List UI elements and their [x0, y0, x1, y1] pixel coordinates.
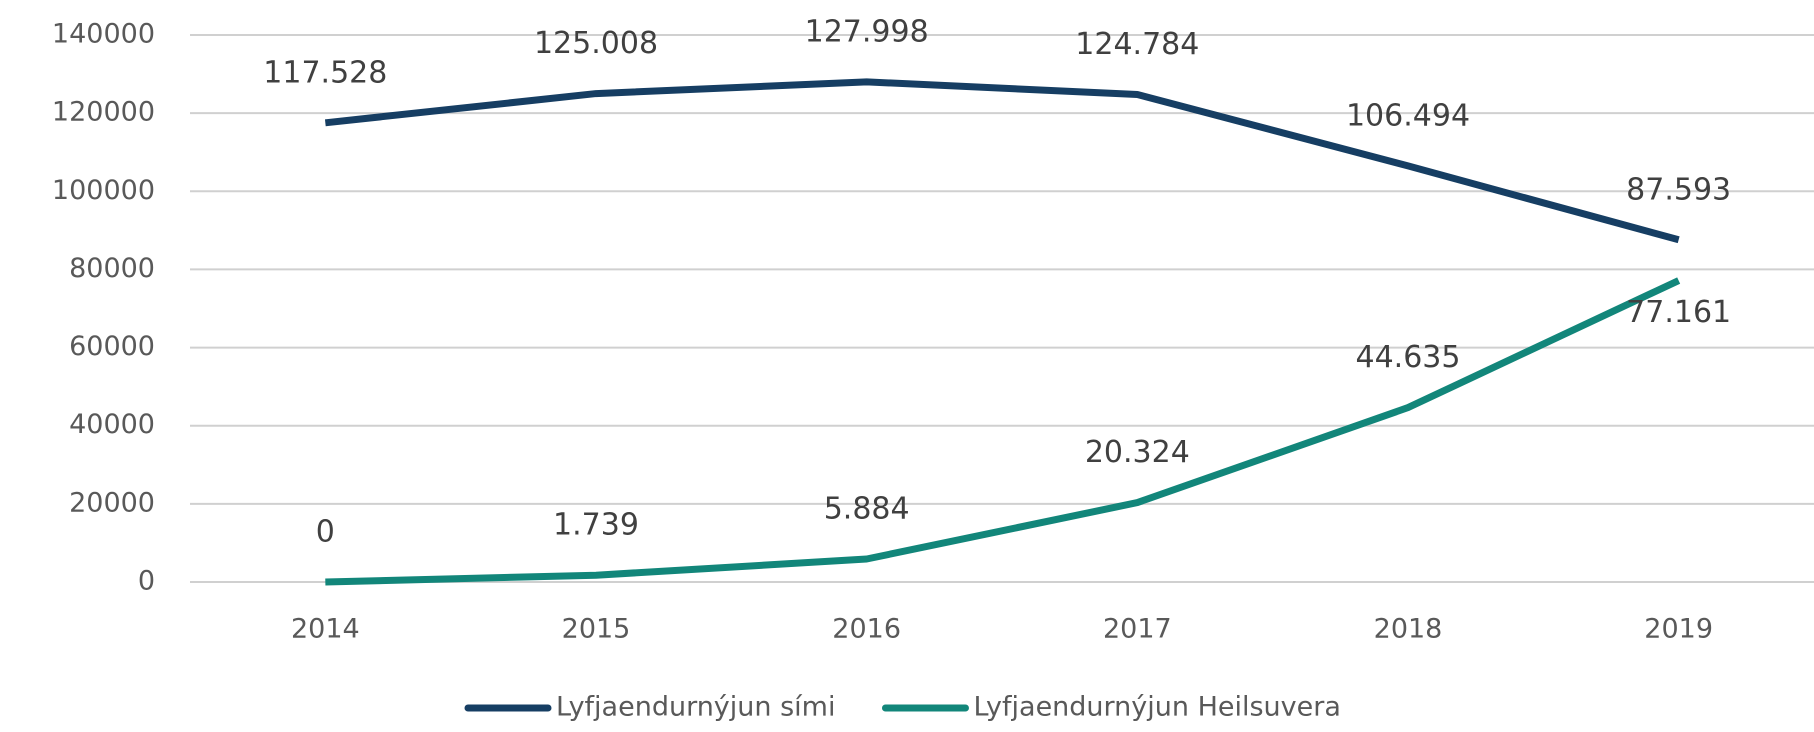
- x-tick-label: 2017: [1103, 614, 1172, 645]
- legend-label: Lyfjaendurnýjun sími: [556, 692, 835, 723]
- data-label: 44.635: [1356, 340, 1461, 375]
- data-label: 106.494: [1346, 98, 1470, 133]
- data-label: 20.324: [1085, 435, 1190, 470]
- y-tick-label: 80000: [69, 253, 155, 284]
- data-label: 87.593: [1626, 172, 1731, 207]
- x-tick-label: 2016: [832, 614, 901, 645]
- x-tick-label: 2014: [291, 614, 360, 645]
- series-line: [324, 78, 1680, 244]
- y-tick-label: 100000: [52, 175, 155, 206]
- x-tick-label: 2015: [562, 614, 631, 645]
- legend-label: Lyfjaendurnýjun Heilsuvera: [973, 692, 1340, 723]
- y-tick-label: 20000: [69, 487, 155, 518]
- data-label: 125.008: [534, 26, 658, 61]
- data-label: 124.784: [1075, 27, 1199, 62]
- x-tick-label: 2018: [1374, 614, 1443, 645]
- y-tick-label: 40000: [69, 409, 155, 440]
- series-line: [325, 277, 1681, 586]
- data-label: 77.161: [1626, 295, 1731, 330]
- y-tick-label: 140000: [52, 19, 155, 50]
- y-tick-label: 60000: [69, 331, 155, 362]
- data-label: 127.998: [805, 14, 929, 49]
- data-label: 117.528: [263, 55, 387, 90]
- y-tick-label: 120000: [52, 97, 155, 128]
- x-tick-label: 2019: [1644, 614, 1713, 645]
- data-label: 0: [316, 515, 335, 550]
- data-label: 1.739: [553, 508, 639, 543]
- data-label: 5.884: [824, 492, 910, 527]
- y-tick-label: 0: [138, 566, 155, 597]
